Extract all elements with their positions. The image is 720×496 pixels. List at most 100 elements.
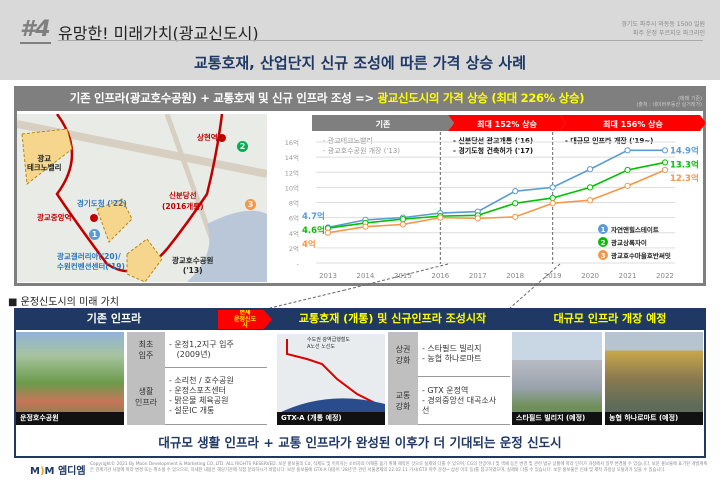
y-tick-label: 10억 (285, 184, 299, 192)
photo-gtx-map: 수도권 광역급행철도 A노선 노선도 GTX-A (개통 예정) (277, 334, 385, 425)
photo-starfield: 스타필드 빌리지 (예정) (512, 332, 602, 425)
data-point (624, 182, 631, 189)
phase-label: 최대 152% 상승 (477, 119, 537, 129)
phase-note: - 대규모 인프라 개장 ('19~) (565, 136, 653, 145)
data-point (661, 147, 669, 154)
end-label: 12.3억 (670, 173, 699, 184)
header-large-infra: 대규모 인프라 개장 예정 (553, 312, 667, 325)
map-label-central-station: 광교중앙역 (37, 213, 72, 222)
start-label: 4.6억 (302, 225, 325, 236)
case-headline: 기존 인프라(광교호수공원) + 교통호재 및 신규 인프라 조성 => 광교신… (14, 86, 706, 111)
copyright-notice: Copyright© 2021 By Moon Development & Ma… (90, 462, 708, 473)
data-point (362, 223, 369, 230)
map-label-gyeonggi: 경기도청 ('22) (77, 199, 127, 208)
end-label: 13.3억 (670, 159, 699, 170)
x-tick-label: 2015 (394, 272, 412, 280)
legend-marker-number: 2 (601, 239, 606, 247)
series-line (327, 161, 666, 230)
data-point (437, 214, 444, 221)
gwanggyo-map: 광교 테크노밸리 경기도청 ('22) 광교중앙역 신분당선 (2016개통) 상… (17, 114, 267, 282)
data-point (399, 221, 406, 228)
data-point (324, 229, 332, 236)
map-label-galleria: 광교갤러리아('20)/수원컨벤션센터('19) (57, 252, 125, 272)
map-label-techno-valley: 광교 테크노밸리 (27, 154, 62, 172)
photo-nonghyup-mart: 농협 하나로마트 (예정) (605, 332, 703, 425)
map-label-sanghyeon: 상현역 (197, 133, 218, 142)
convention: 수원컨벤션센터('19) (57, 262, 125, 271)
y-tick-label: 8억 (289, 200, 299, 208)
data-point (587, 197, 594, 204)
park: 광교호수공원 (172, 256, 214, 265)
data-point (474, 215, 481, 222)
project-name: 파주 운정 푸르지오 파크라인 (633, 30, 705, 37)
x-tick-label: 2021 (619, 272, 637, 280)
row-value-transport: - GTX 운정역 - 경의중앙선 대곡소사 선 (418, 377, 510, 425)
current-marker-text: 현재 운정신도 시 (233, 309, 257, 329)
marker-3: 3 (245, 199, 256, 210)
y-tick-label: 2억 (289, 245, 299, 253)
data-point (512, 213, 519, 220)
start-label: 4.7억 (302, 211, 325, 222)
line-name: 신분당선 (168, 191, 197, 200)
logo-text: 엠디엠 (57, 466, 86, 477)
source-origin: (출처 : 네이버부동산 실거래가) (636, 102, 702, 108)
legend-marker (598, 237, 608, 247)
data-point (587, 166, 594, 173)
header-transport: 교통호재 (개통) 및 신규인프라 조성시작 (298, 312, 487, 325)
legend-label: 광교호수마을호반써밋 (611, 251, 671, 260)
divider (58, 40, 703, 41)
end-label: 14.9억 (670, 145, 699, 156)
data-point (661, 159, 669, 166)
marker-2: 2 (237, 141, 248, 152)
data-point (549, 194, 556, 202)
current-position-marker: 현재 운정신도 시 (218, 310, 272, 329)
map-graphics (17, 114, 267, 282)
x-tick-label: 2013 (319, 272, 337, 280)
data-point (624, 166, 631, 174)
photo-lake-park: 운정호수공원 (16, 332, 124, 425)
price-chart: 기존- 광교테크노밸리- 광교호수공원 개장 ('13) 최대 152% 상승 - … (285, 115, 705, 280)
legend-marker-number: 3 (601, 252, 606, 260)
map-label-lake-park: 광교호수공원 ('13) (172, 256, 213, 276)
x-tick-label: 2022 (656, 272, 674, 280)
data-point (549, 184, 556, 191)
conclusion-text: 대규모 생활 인프라 + 교통 인프라가 완성된 이후가 더 기대되는 운정 신… (158, 435, 562, 450)
galleria: 광교갤러리아('20)/ (57, 252, 121, 261)
source-basis: (매매 기준) (678, 96, 702, 102)
legend-label: 광교상록자이 (611, 238, 647, 247)
legend-label: 자연앤힐스테이트 (611, 225, 659, 234)
x-tick-label: 2014 (357, 272, 375, 280)
row-value-first-move-in: - 운정1,2지구 입주 (2009년) (165, 332, 267, 368)
phase-note: - 광교호수공원 개장 ('13) (323, 146, 400, 155)
data-source: (매매 기준) (출처 : 네이버부동산 실거래가) (636, 96, 702, 108)
x-tick-label: 2019 (544, 272, 562, 280)
page-subtitle: 교통호재, 산업단지 신규 조성에 따른 가격 상승 사례 (193, 54, 527, 72)
row-label-commerce: 상권 강화 (388, 332, 418, 377)
headline-text: 기존 인프라(광교호수공원) + 교통호재 및 신규 인프라 조성 => (69, 91, 378, 105)
phase-note: - 신분당선 광교개통 ('16) (453, 136, 533, 145)
page-title: 유망한! 미래가치(광교신도시) (58, 24, 259, 43)
line-year: (2016개통) (162, 202, 204, 211)
company-logo: M)M 엠디엠 (30, 466, 86, 477)
series-line (327, 169, 666, 234)
section-title: ■ 운정신도시의 미래 가치 (8, 297, 119, 308)
phase-banner (448, 115, 566, 131)
phase-banner (312, 115, 454, 131)
photo-caption: 스타필드 빌리지 (예정) (512, 412, 602, 425)
data-point (399, 216, 406, 223)
x-tick-label: 2020 (581, 272, 599, 280)
x-tick-label: 2016 (431, 272, 449, 280)
row-value-commerce: - 스타필드 빌리지 - 농협 하나로마트 (418, 332, 510, 377)
photo-caption: 농협 하나로마트 (예정) (605, 412, 703, 425)
row-label-transport: 교통 강화 (388, 377, 418, 425)
legend-marker-number: 1 (601, 226, 606, 234)
phase-banner (560, 115, 705, 131)
y-tick-label: 16억 (285, 139, 299, 147)
series-line (327, 149, 665, 229)
legend-marker (598, 250, 608, 260)
phase-note: - 광교테크노밸리 (323, 136, 373, 145)
address: 경기도 파주시 와동동 1500 일원 (621, 21, 705, 28)
header-existing-infra: 기존 인프라 (86, 312, 142, 325)
phase-note: - 경기도청 건축허가 ('17) (453, 146, 533, 155)
